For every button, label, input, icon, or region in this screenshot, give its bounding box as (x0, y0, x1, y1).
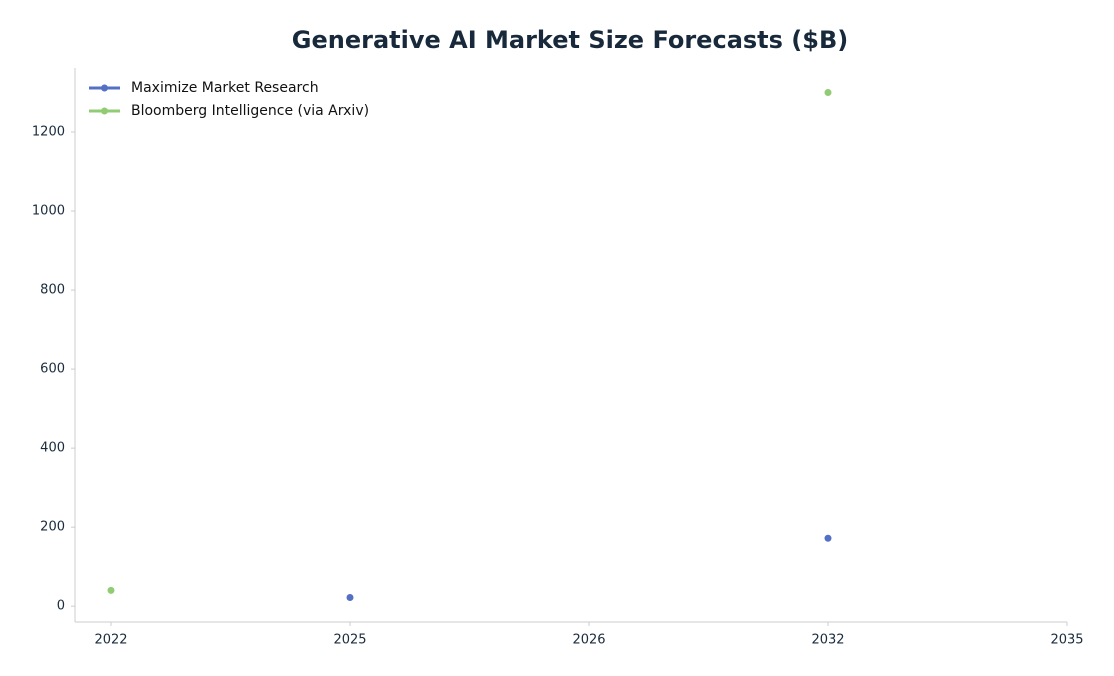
chart-title: Generative AI Market Size Forecasts ($B) (292, 26, 848, 54)
y-tick-label: 200 (40, 520, 65, 535)
x-tick-label: 2026 (572, 633, 605, 648)
point (824, 88, 832, 96)
x-tick-label: 2032 (811, 633, 844, 648)
legend-marker (101, 84, 108, 92)
point (346, 594, 354, 602)
x-tick-label: 2025 (333, 633, 366, 648)
y-tick-label: 800 (40, 283, 65, 298)
point (107, 586, 115, 594)
x-tick-label: 2022 (94, 633, 127, 648)
legend-text: Bloomberg Intelligence (via Arxiv) (131, 103, 369, 119)
x-tick-label: 2035 (1050, 633, 1083, 648)
y-tick-label: 1000 (32, 204, 65, 219)
legend-text: Maximize Market Research (131, 80, 319, 96)
point (824, 534, 832, 542)
y-tick-label: 400 (40, 441, 65, 456)
y-tick-label: 1200 (32, 125, 65, 140)
y-tick-label: 600 (40, 362, 65, 377)
y-tick-label: 0 (57, 599, 65, 614)
legend-marker (101, 107, 108, 115)
